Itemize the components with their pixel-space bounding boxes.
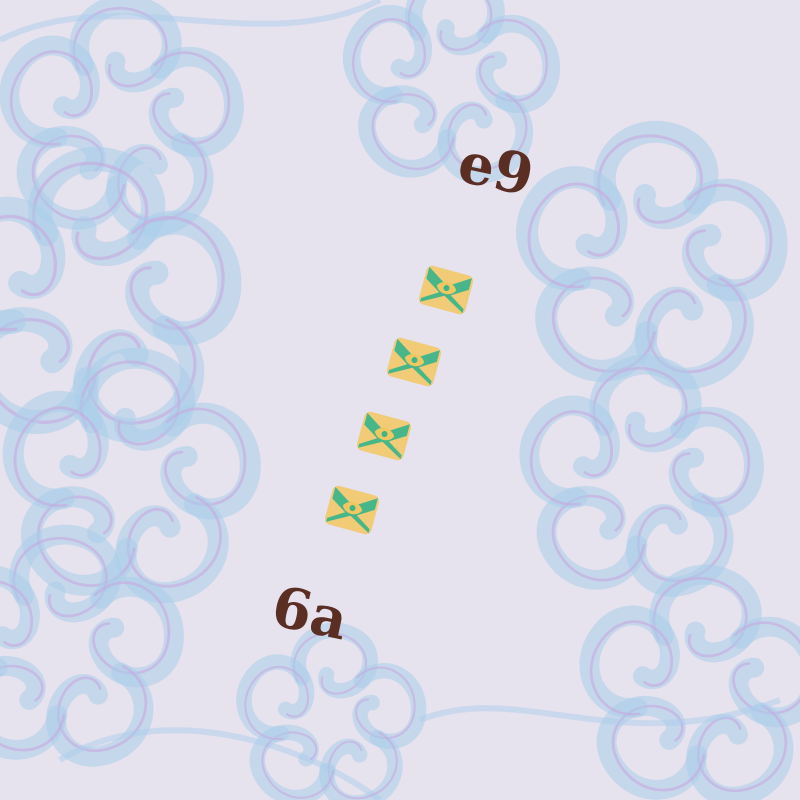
ornament-tile-1 bbox=[417, 264, 475, 316]
top-curl-glyph: e9 bbox=[453, 129, 540, 209]
bottom-ribbon-cluster bbox=[234, 630, 428, 800]
left-ribbon-cluster bbox=[0, 0, 382, 800]
ornament-tile-4 bbox=[323, 484, 381, 536]
ornament-tile-2 bbox=[385, 336, 443, 388]
right-ribbon-cluster bbox=[418, 132, 800, 800]
tile-column bbox=[323, 264, 475, 536]
ornament-tile-3 bbox=[355, 410, 413, 462]
bottom-curl-glyph: 6a bbox=[266, 573, 353, 653]
